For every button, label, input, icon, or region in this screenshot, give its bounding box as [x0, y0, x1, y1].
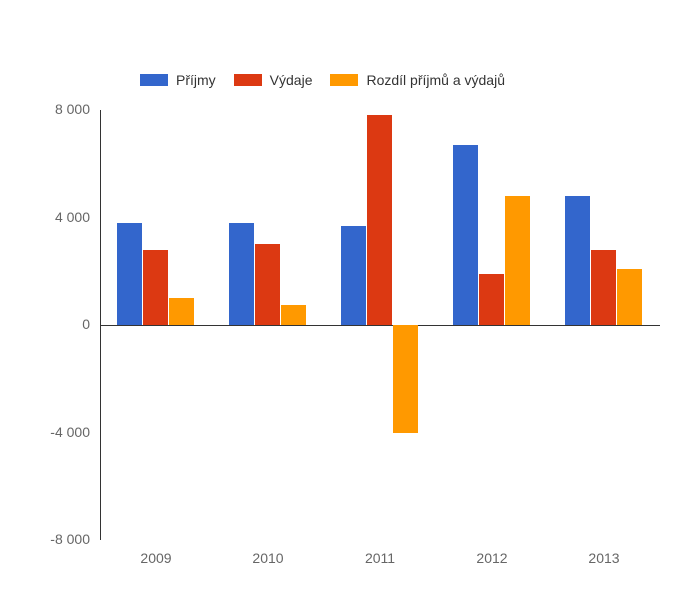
zero-baseline [100, 325, 660, 326]
legend-label: Rozdíl příjmů a výdajů [366, 72, 505, 88]
bar [341, 226, 366, 325]
y-tick-label: 4 000 [55, 209, 90, 225]
bar [281, 305, 306, 325]
bar [453, 145, 478, 325]
bar [393, 325, 418, 433]
bar [479, 274, 504, 325]
y-tick-label: -8 000 [50, 531, 90, 547]
chart-legend: Příjmy Výdaje Rozdíl příjmů a výdajů [140, 72, 505, 88]
legend-label: Výdaje [270, 72, 313, 88]
x-tick-label: 2010 [212, 550, 324, 566]
bar [143, 250, 168, 325]
y-tick-label: 0 [82, 316, 90, 332]
legend-label: Příjmy [176, 72, 216, 88]
legend-swatch [234, 74, 262, 86]
bar [565, 196, 590, 325]
financial-bar-chart: Příjmy Výdaje Rozdíl příjmů a výdajů -8 00… [0, 0, 700, 600]
bar [591, 250, 616, 325]
bar [169, 298, 194, 325]
legend-swatch [140, 74, 168, 86]
y-tick-label: -4 000 [50, 424, 90, 440]
bar [229, 223, 254, 325]
bar [117, 223, 142, 325]
x-tick-label: 2011 [324, 550, 436, 566]
bar [255, 244, 280, 325]
legend-item: Rozdíl příjmů a výdajů [330, 72, 505, 88]
bar [617, 269, 642, 325]
x-tick-label: 2012 [436, 550, 548, 566]
legend-item: Příjmy [140, 72, 216, 88]
y-tick-label: 8 000 [55, 101, 90, 117]
x-tick-label: 2013 [548, 550, 660, 566]
bar [367, 115, 392, 325]
bar [505, 196, 530, 325]
legend-swatch [330, 74, 358, 86]
legend-item: Výdaje [234, 72, 313, 88]
x-tick-label: 2009 [100, 550, 212, 566]
